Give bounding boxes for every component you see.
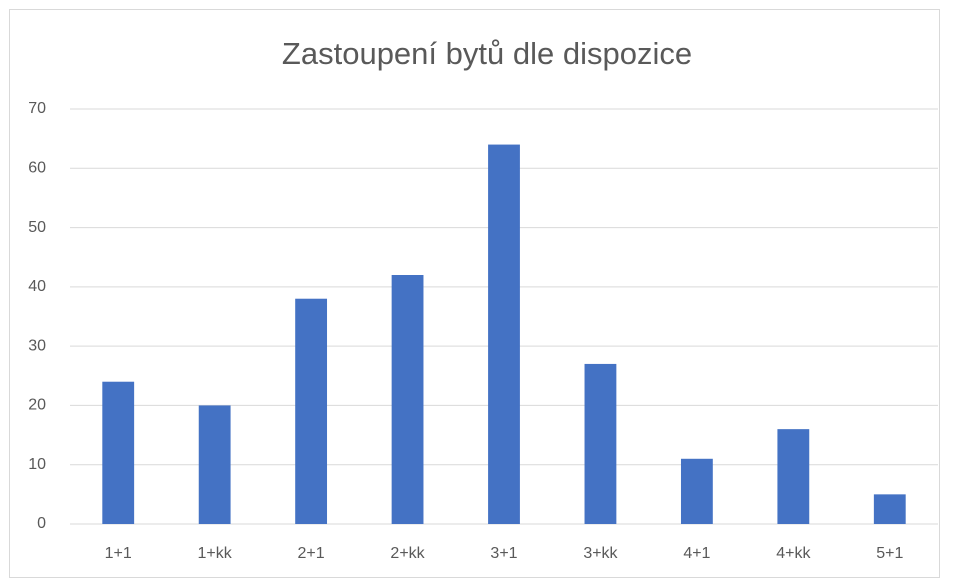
x-tick-label: 4+1: [683, 545, 710, 562]
bar: [777, 429, 810, 524]
x-tick-label: 1+1: [105, 545, 132, 562]
x-tick-label: 2+1: [298, 545, 325, 562]
bar: [488, 144, 520, 525]
y-tick-label: 70: [28, 100, 46, 117]
y-tick-label: 10: [28, 456, 46, 473]
bar: [584, 363, 617, 524]
x-tick-label: 5+1: [876, 545, 903, 562]
y-tick-label: 50: [28, 219, 46, 236]
bar: [391, 275, 424, 524]
x-tick-label: 3+1: [490, 545, 517, 562]
bar: [102, 381, 135, 524]
bar: [873, 494, 906, 524]
bar: [198, 405, 231, 524]
y-tick-label: 0: [37, 515, 46, 532]
x-tick-label: 2+kk: [390, 545, 425, 562]
chart-title: Zastoupení bytů dle dispozice: [282, 36, 692, 71]
y-tick-label: 20: [28, 397, 46, 414]
y-tick-label: 60: [28, 160, 46, 177]
y-tick-label: 40: [28, 278, 46, 295]
x-tick-label: 3+kk: [583, 545, 618, 562]
bar: [295, 298, 328, 524]
x-tick-label: 4+kk: [776, 545, 811, 562]
bar: [680, 458, 713, 524]
y-tick-label: 30: [28, 337, 46, 354]
x-tick-label: 1+kk: [198, 545, 233, 562]
